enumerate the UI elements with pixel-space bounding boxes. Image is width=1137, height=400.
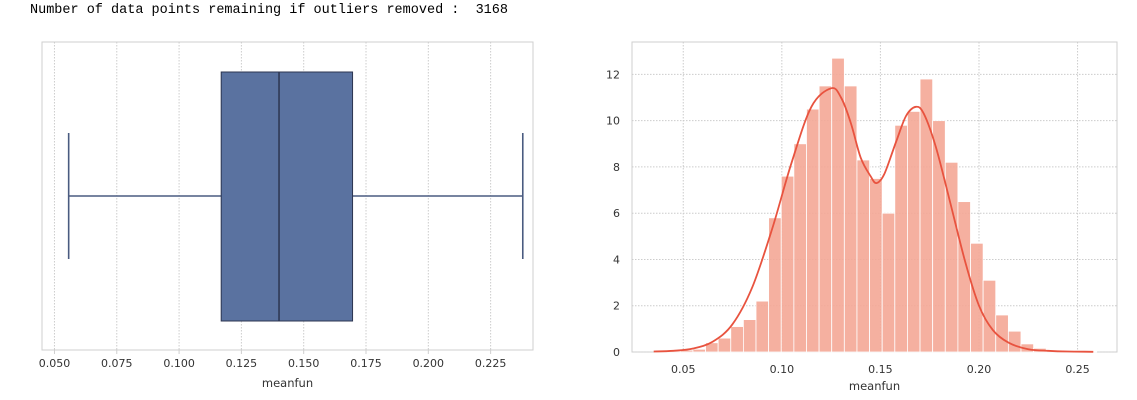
x-tick-label: 0.150 xyxy=(288,357,320,370)
x-tick-label: 0.05 xyxy=(671,363,696,376)
x-tick-label: 0.075 xyxy=(101,357,133,370)
y-tick-label: 6 xyxy=(613,207,620,220)
histogram-bar xyxy=(907,111,921,353)
histogram-bar xyxy=(1007,330,1022,353)
histogram-bar xyxy=(793,143,807,353)
histogram-bar xyxy=(730,326,744,353)
y-tick-label: 2 xyxy=(613,300,620,313)
histogram-bar xyxy=(768,217,782,353)
x-tick-label: 0.225 xyxy=(475,357,507,370)
histogram-panel: 0 2 4 6 8 10 12 0.05 0.10 0.15 0.20 0.25 meanfun xyxy=(606,41,1118,393)
histogram-bar xyxy=(995,314,1009,353)
histogram-bar xyxy=(881,212,896,353)
x-tick-label: 0.125 xyxy=(226,357,258,370)
x-axis-label: meanfun xyxy=(849,379,900,393)
x-tick-label: 0.10 xyxy=(770,363,795,376)
x-tick-label: 0.15 xyxy=(868,363,893,376)
output-value: 3168 xyxy=(475,3,508,18)
y-tick-label: 8 xyxy=(613,161,620,174)
x-tick-label: 0.100 xyxy=(163,357,195,370)
y-tick-label: 4 xyxy=(613,253,620,266)
x-tick-label: 0.050 xyxy=(39,357,71,370)
histogram-bar xyxy=(818,85,833,353)
y-tick-label: 10 xyxy=(606,115,620,128)
histogram-bar xyxy=(843,85,858,353)
output-line: Number of data points remaining if outli… xyxy=(30,3,508,18)
histogram-bar xyxy=(982,279,997,353)
iqr-box xyxy=(220,71,354,322)
histogram-bar xyxy=(692,348,706,353)
histogram-bar xyxy=(869,178,883,353)
x-tick-label: 0.200 xyxy=(413,357,445,370)
x-tick-label: 0.175 xyxy=(350,357,382,370)
boxplot-panel: 0.050 0.075 0.100 0.125 0.150 0.175 0.200 0.225… xyxy=(39,41,534,390)
output-label: Number of data points remaining if outli… xyxy=(30,3,460,18)
histogram-bar xyxy=(894,124,908,353)
histogram-bar xyxy=(780,175,795,353)
histogram-bar xyxy=(806,108,820,353)
x-axis-label: meanfun xyxy=(262,376,313,390)
kde-curve xyxy=(653,87,1094,353)
x-tick-label: 0.25 xyxy=(1065,363,1090,376)
histogram-bar xyxy=(856,159,870,353)
y-tick-label: 12 xyxy=(606,68,620,81)
histogram-bar xyxy=(755,300,770,353)
x-tick-label: 0.20 xyxy=(967,363,992,376)
histogram-bar xyxy=(717,337,732,353)
histogram-bar xyxy=(742,319,757,353)
y-tick-label: 0 xyxy=(613,346,620,359)
